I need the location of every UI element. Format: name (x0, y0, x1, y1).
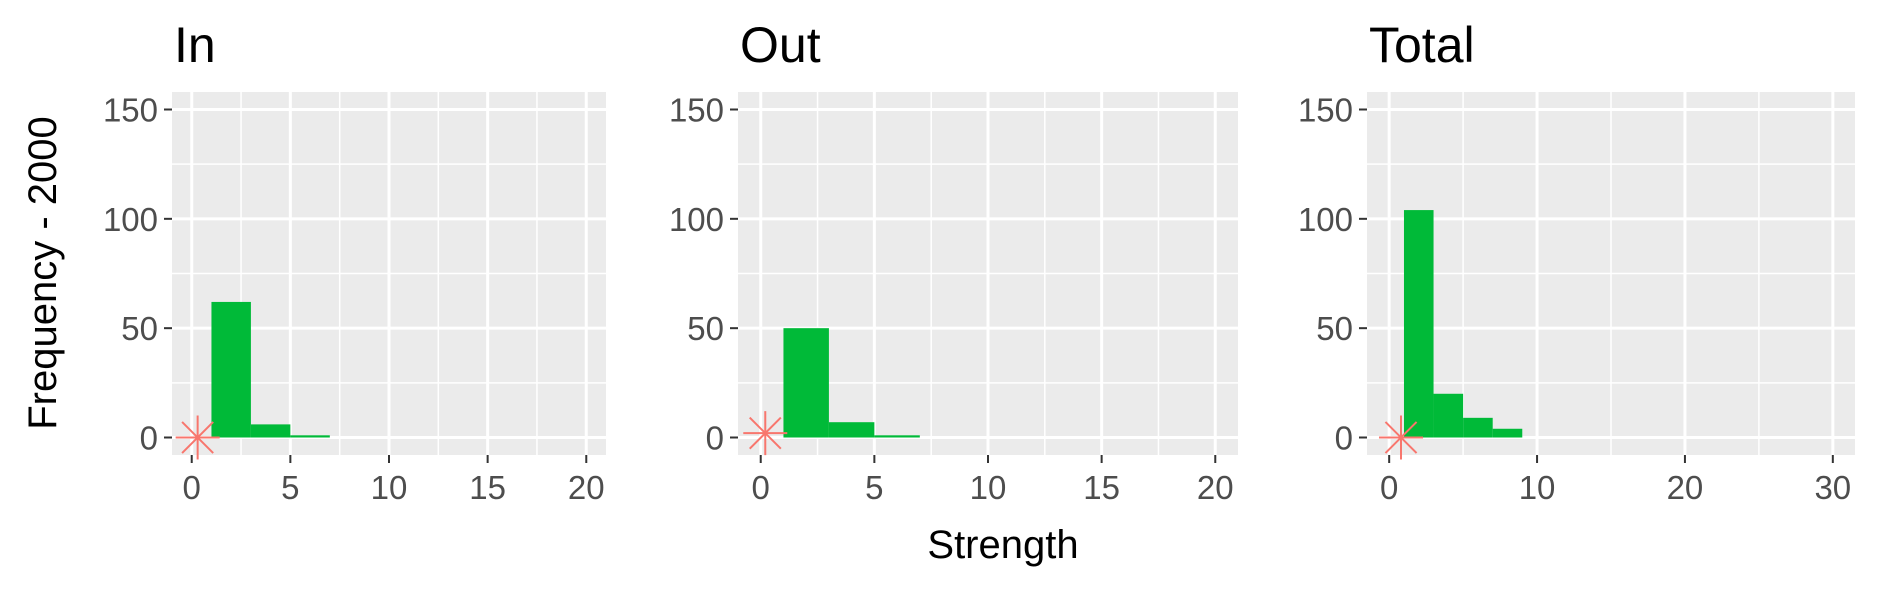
histogram-bar (1403, 210, 1434, 438)
asterisk-marker (175, 415, 220, 460)
asterisk-marker (743, 411, 788, 456)
histogram-bar (783, 328, 829, 438)
asterisk-stroke (1384, 421, 1418, 454)
histogram-bar (1492, 428, 1523, 438)
histogram-bar (828, 422, 875, 438)
panel-total: 0 10 20 30 0 50 100 150 Total (1298, 17, 1855, 506)
histogram-bar (1463, 417, 1493, 438)
panel-title: Out (740, 17, 821, 73)
asterisk-marker (1379, 415, 1424, 460)
x-tick-label: 20 (568, 469, 605, 506)
x-axis-title: Strength (927, 523, 1078, 567)
y-tick-label: 50 (1316, 310, 1353, 347)
y-tick-label: 100 (1298, 201, 1353, 238)
y-tick-label: 100 (103, 201, 158, 238)
x-tick-label: 10 (371, 469, 408, 506)
x-tick-label: 0 (1380, 469, 1398, 506)
y-axis-title: Frequency - 2000 (21, 116, 65, 430)
x-tick-label: 0 (183, 469, 201, 506)
x-tick-label: 20 (1197, 469, 1234, 506)
y-tick-label: 0 (140, 420, 158, 457)
x-tick-label: 10 (1519, 469, 1556, 506)
x-tick-label: 5 (281, 469, 299, 506)
histogram-bar (211, 301, 251, 438)
x-tick-label: 15 (1083, 469, 1120, 506)
x-tick-label: 20 (1667, 469, 1704, 506)
x-tick-label: 30 (1814, 469, 1851, 506)
y-tick-label: 150 (669, 91, 724, 128)
y-tick-label: 150 (1298, 91, 1353, 128)
asterisk-stroke (749, 416, 782, 450)
y-tick-label: 0 (706, 420, 724, 457)
x-tick-label: 10 (970, 469, 1007, 506)
x-tick-label: 5 (865, 469, 883, 506)
x-tick-label: 15 (469, 469, 506, 506)
histogram-bar (874, 435, 920, 438)
panel-in: 0 5 10 15 20 0 50 100 150 In (103, 17, 606, 506)
y-tick-label: 50 (121, 310, 158, 347)
histogram-bar (290, 435, 330, 438)
y-tick-label: 50 (687, 310, 724, 347)
histogram-bar (250, 424, 291, 438)
x-tick-label: 0 (752, 469, 770, 506)
panel-title: Total (1369, 17, 1475, 73)
asterisk-stroke (181, 421, 214, 454)
histogram-bar (1433, 393, 1464, 438)
y-tick-label: 150 (103, 91, 158, 128)
y-tick-label: 0 (1335, 420, 1353, 457)
panel-title: In (174, 17, 216, 73)
y-tick-label: 100 (669, 201, 724, 238)
panel-out: 0 5 10 15 20 0 50 100 150 Out (669, 17, 1238, 506)
